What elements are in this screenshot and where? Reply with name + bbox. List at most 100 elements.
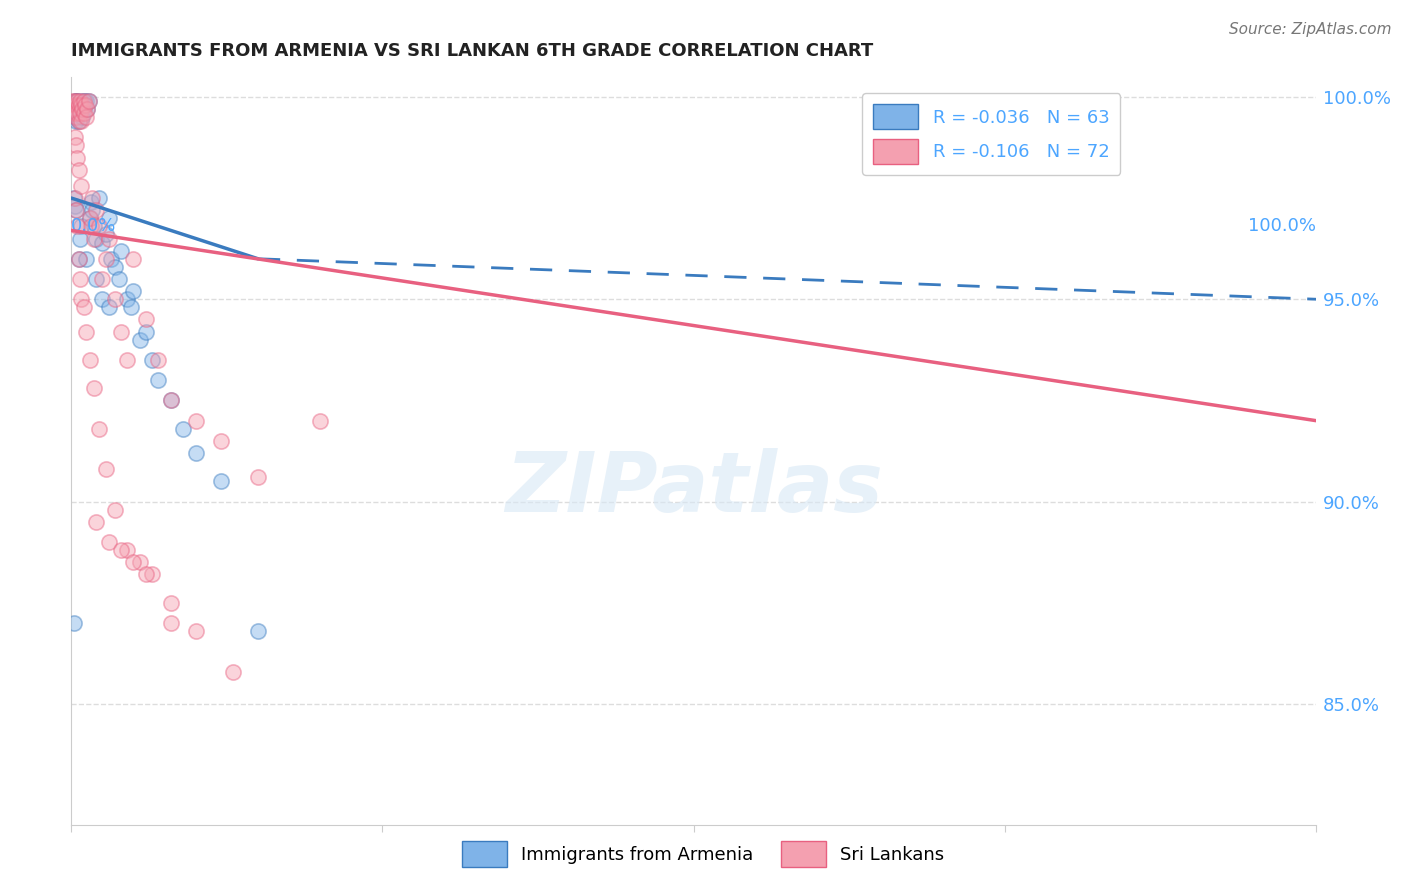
Point: [94, 252, 117, 266]
Point: [69, 231, 91, 245]
Point: [79, 211, 101, 226]
Point: [79, 353, 101, 368]
Point: [110, 325, 132, 339]
Point: [110, 244, 132, 258]
Point: [63, 199, 86, 213]
Point: [122, 555, 145, 569]
Point: [65, 203, 87, 218]
Point: [120, 301, 142, 315]
Text: IMMIGRANTS FROM ARMENIA VS SRI LANKAN 6TH GRADE CORRELATION CHART: IMMIGRANTS FROM ARMENIA VS SRI LANKAN 6T…: [72, 42, 873, 60]
Point: [66, 219, 89, 234]
Point: [76, 102, 98, 116]
Point: [117, 292, 139, 306]
Point: [141, 567, 163, 582]
Point: [91, 235, 114, 250]
Point: [135, 567, 157, 582]
Point: [67, 98, 90, 112]
Point: [70, 102, 93, 116]
Legend: R = -0.036   N = 63, R = -0.106   N = 72: R = -0.036 N = 63, R = -0.106 N = 72: [862, 93, 1121, 175]
Point: [63, 110, 86, 124]
Point: [135, 312, 157, 326]
Point: [62, 94, 84, 108]
Point: [73, 98, 96, 112]
Point: [70, 98, 93, 112]
Point: [128, 333, 150, 347]
Text: ZIPatlas: ZIPatlas: [505, 448, 883, 529]
Text: 100.0%: 100.0%: [1249, 218, 1316, 235]
Point: [72, 110, 94, 124]
Point: [159, 393, 181, 408]
Point: [62, 98, 84, 112]
Point: [70, 94, 93, 108]
Point: [65, 110, 87, 124]
Point: [83, 231, 105, 245]
Point: [66, 151, 89, 165]
Point: [70, 219, 93, 234]
Point: [75, 110, 97, 124]
Point: [97, 231, 120, 245]
Point: [69, 94, 91, 108]
Point: [87, 422, 110, 436]
Point: [83, 219, 105, 234]
Point: [73, 102, 96, 116]
Point: [73, 98, 96, 112]
Point: [246, 470, 269, 484]
Point: [209, 434, 232, 448]
Point: [70, 114, 93, 128]
Point: [80, 195, 103, 210]
Point: [82, 191, 104, 205]
Point: [69, 98, 91, 112]
Point: [76, 102, 98, 116]
Point: [122, 252, 145, 266]
Point: [66, 94, 89, 108]
Point: [84, 203, 107, 218]
Point: [63, 130, 86, 145]
Point: [62, 615, 84, 630]
Point: [184, 414, 207, 428]
Point: [65, 102, 87, 116]
Point: [67, 102, 90, 116]
Point: [73, 94, 96, 108]
Point: [77, 94, 100, 108]
Text: 0.0%: 0.0%: [72, 218, 117, 235]
Point: [128, 555, 150, 569]
Point: [62, 102, 84, 116]
Point: [87, 191, 110, 205]
Point: [72, 102, 94, 116]
Point: [69, 106, 91, 120]
Point: [97, 535, 120, 549]
Point: [82, 203, 104, 218]
Point: [97, 211, 120, 226]
Point: [62, 191, 84, 205]
Point: [67, 252, 90, 266]
Point: [63, 191, 86, 205]
Point: [67, 114, 90, 128]
Point: [100, 252, 122, 266]
Point: [309, 414, 332, 428]
Point: [72, 98, 94, 112]
Point: [63, 98, 86, 112]
Point: [62, 106, 84, 120]
Point: [65, 203, 87, 218]
Point: [65, 94, 87, 108]
Point: [75, 252, 97, 266]
Point: [141, 353, 163, 368]
Point: [77, 94, 100, 108]
Point: [84, 231, 107, 245]
Point: [75, 325, 97, 339]
Point: [91, 272, 114, 286]
Point: [110, 543, 132, 558]
Point: [80, 219, 103, 234]
Legend: Immigrants from Armenia, Sri Lankans: Immigrants from Armenia, Sri Lankans: [454, 834, 952, 874]
Point: [73, 106, 96, 120]
Point: [135, 325, 157, 339]
Point: [66, 98, 89, 112]
Point: [122, 284, 145, 298]
Point: [84, 515, 107, 529]
Point: [97, 301, 120, 315]
Point: [63, 94, 86, 108]
Point: [70, 178, 93, 193]
Point: [148, 373, 170, 387]
Point: [184, 624, 207, 639]
Point: [63, 94, 86, 108]
